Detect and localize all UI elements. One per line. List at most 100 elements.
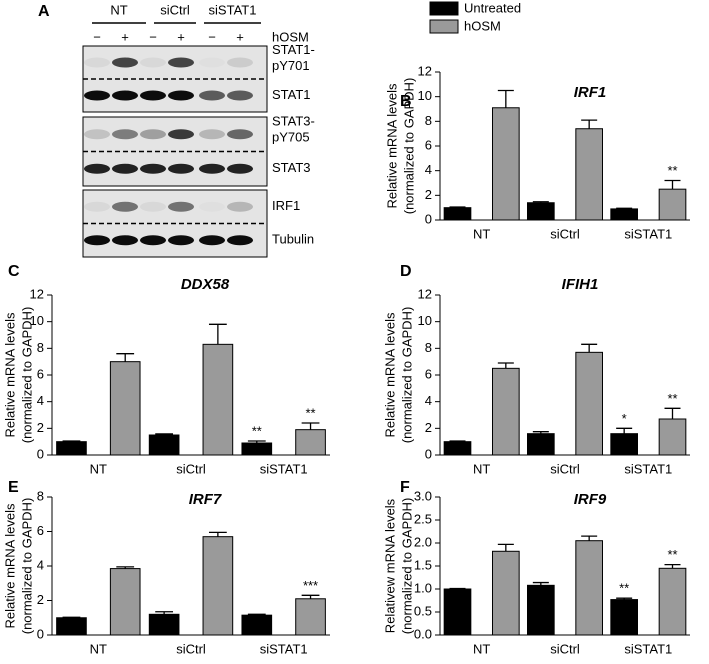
row-label: STAT1- bbox=[272, 42, 315, 57]
bar bbox=[658, 567, 687, 636]
x-tick-label: siSTAT1 bbox=[624, 226, 672, 241]
x-tick-label: siCtrl bbox=[176, 461, 206, 476]
significance: ** bbox=[667, 391, 677, 406]
x-tick-label: NT bbox=[473, 226, 490, 241]
bar bbox=[527, 584, 555, 636]
error-bar bbox=[532, 431, 549, 434]
error-bar bbox=[532, 581, 549, 586]
y-tick-label: 2 bbox=[425, 420, 432, 435]
bar bbox=[443, 207, 472, 221]
y-tick-label: 8 bbox=[37, 488, 44, 503]
bar bbox=[575, 540, 603, 636]
blot-band bbox=[140, 201, 166, 212]
panel-letter: D bbox=[400, 263, 412, 280]
blot-band bbox=[112, 163, 138, 174]
error-bar bbox=[301, 422, 320, 430]
y-tick-label: 0 bbox=[37, 446, 44, 461]
error-bar bbox=[208, 531, 227, 537]
blot-band bbox=[112, 57, 138, 68]
y-tick-label: 4 bbox=[37, 393, 44, 408]
blot-band bbox=[227, 129, 253, 140]
chart-title: IFIH1 bbox=[562, 276, 599, 293]
blot-band bbox=[84, 235, 110, 246]
error-bar bbox=[497, 89, 514, 108]
significance: ** bbox=[667, 163, 677, 178]
bar bbox=[610, 208, 638, 221]
y-tick-label: 2.5 bbox=[414, 511, 432, 526]
y-tick-label: 1.0 bbox=[414, 580, 432, 595]
blot-band bbox=[168, 235, 194, 246]
y-tick-label: 10 bbox=[418, 88, 432, 103]
bar bbox=[492, 107, 520, 221]
x-tick-label: siSTAT1 bbox=[624, 641, 672, 656]
panel-letter: F bbox=[400, 479, 410, 496]
lane-mark: − bbox=[93, 29, 101, 44]
blot-band bbox=[227, 57, 253, 68]
panel-letter: B bbox=[400, 93, 412, 110]
error-bar bbox=[616, 597, 633, 600]
x-tick-label: siSTAT1 bbox=[260, 641, 308, 656]
y-tick-label: 6 bbox=[37, 523, 44, 538]
error-bar bbox=[581, 343, 598, 353]
chart-title: IRF9 bbox=[574, 491, 607, 508]
lane-mark: − bbox=[149, 29, 157, 44]
blot-band bbox=[199, 235, 225, 246]
blot-band bbox=[140, 129, 166, 140]
y-tick-label: 0 bbox=[37, 626, 44, 641]
blot-band bbox=[168, 201, 194, 212]
bar bbox=[241, 614, 273, 636]
y-tick-label: 3.0 bbox=[414, 488, 432, 503]
error-bar bbox=[116, 353, 135, 362]
blot-band bbox=[199, 163, 225, 174]
blot-band bbox=[199, 202, 225, 212]
error-bar bbox=[497, 543, 514, 552]
bar bbox=[202, 536, 234, 636]
bar bbox=[109, 568, 141, 636]
significance: ** bbox=[252, 423, 262, 438]
error-bar bbox=[664, 179, 681, 190]
y-tick-label: 10 bbox=[418, 313, 432, 328]
bar bbox=[443, 441, 472, 456]
y-axis-label: (normalized to GAPDH) bbox=[19, 307, 34, 444]
row-label: STAT3- bbox=[272, 114, 315, 129]
x-tick-label: NT bbox=[90, 641, 107, 656]
blot-band bbox=[84, 90, 110, 101]
y-tick-label: 8 bbox=[425, 340, 432, 355]
group-label: NT bbox=[110, 2, 127, 17]
x-tick-label: siCtrl bbox=[550, 641, 580, 656]
panel-letter: E bbox=[8, 479, 19, 496]
blot-band bbox=[227, 201, 253, 212]
blot-band bbox=[84, 163, 110, 174]
blot-band bbox=[112, 201, 138, 212]
chart-title: IRF7 bbox=[189, 491, 222, 508]
bar bbox=[295, 429, 326, 456]
y-axis-label: Relative mRNA levels bbox=[382, 312, 397, 437]
y-tick-label: 6 bbox=[37, 366, 44, 381]
lane-mark: + bbox=[177, 29, 185, 44]
y-tick-label: 1.5 bbox=[414, 557, 432, 572]
y-tick-label: 4 bbox=[425, 162, 432, 177]
bar bbox=[56, 617, 87, 636]
blot-band bbox=[112, 90, 138, 101]
x-tick-label: siCtrl bbox=[176, 641, 206, 656]
bar bbox=[241, 442, 273, 456]
y-tick-label: 6 bbox=[425, 137, 432, 152]
y-axis-label: Relativew mRNA levels bbox=[382, 498, 397, 633]
blot-band bbox=[199, 90, 225, 101]
blot-band bbox=[84, 129, 110, 140]
error-bar bbox=[616, 427, 633, 434]
error-bar bbox=[449, 206, 466, 208]
blot-band bbox=[84, 57, 110, 68]
group-label: siSTAT1 bbox=[209, 2, 257, 17]
error-bar bbox=[247, 613, 266, 616]
y-tick-label: 2.0 bbox=[414, 534, 432, 549]
x-tick-label: siCtrl bbox=[550, 461, 580, 476]
y-tick-label: 2 bbox=[37, 420, 44, 435]
bar bbox=[443, 588, 472, 636]
y-tick-label: 0.0 bbox=[414, 626, 432, 641]
y-tick-label: 0.5 bbox=[414, 603, 432, 618]
blot-band bbox=[112, 129, 138, 140]
y-tick-label: 8 bbox=[425, 113, 432, 128]
chart-title: DDX58 bbox=[181, 276, 230, 293]
y-tick-label: 4 bbox=[425, 393, 432, 408]
